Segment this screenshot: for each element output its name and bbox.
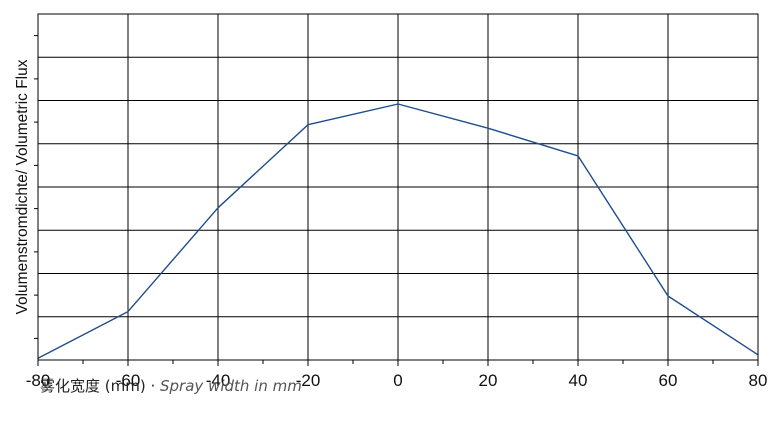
- series-line: [37, 103, 759, 359]
- x-tick-label: 40: [569, 371, 588, 390]
- x-tick-label: 60: [659, 371, 678, 390]
- x-axis-label-sep: ·: [145, 377, 161, 395]
- x-tick-label: -40: [206, 371, 231, 390]
- x-tick-labels: -80 -60 -40 -20 0 20 40 60 80: [26, 371, 768, 390]
- x-tick-label: -80: [26, 371, 51, 390]
- minor-ticks: [34, 35, 714, 364]
- x-tick-label: -60: [116, 371, 141, 390]
- x-tick-label: -20: [296, 371, 321, 390]
- x-axis-label-en: Spray width in mm: [160, 377, 302, 395]
- x-tick-label: 20: [479, 371, 498, 390]
- x-tick-label: 80: [749, 371, 768, 390]
- x-axis-label-cn: 雾化宽度 (mm): [40, 377, 146, 395]
- grid: [37, 14, 759, 366]
- y-axis-label: Volumenstromdichte/ Volumetric Flux: [14, 59, 31, 314]
- x-axis-label: 雾化宽度 (mm) · Spray width in mm: [40, 375, 302, 396]
- series-layer: [37, 103, 759, 359]
- plot-frame: [37, 13, 759, 361]
- x-tick-label: 0: [393, 371, 402, 390]
